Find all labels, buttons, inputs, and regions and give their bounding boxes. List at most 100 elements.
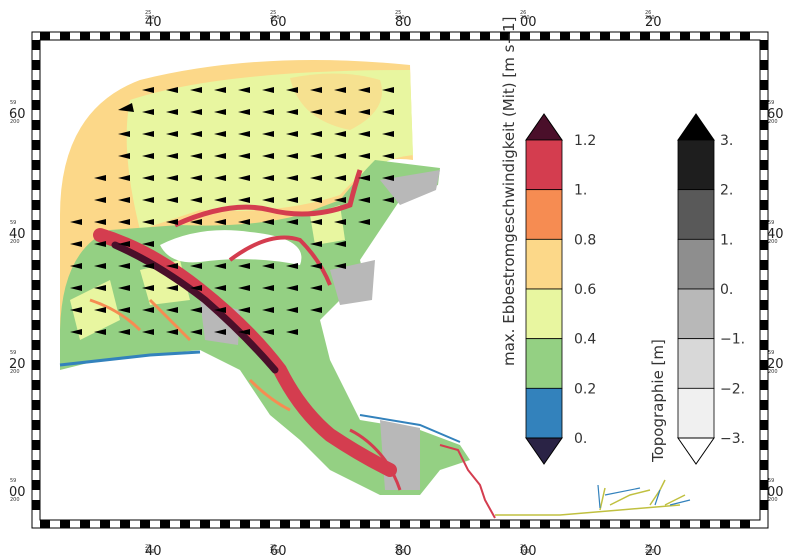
tick-prefix: 25 — [270, 544, 276, 550]
current-arrow — [262, 307, 274, 313]
current-arrow — [358, 175, 370, 181]
current-arrow — [94, 175, 106, 181]
frame-dash — [260, 520, 270, 528]
current-arrow — [262, 329, 274, 335]
current-arrow — [238, 197, 250, 203]
frame-dash — [600, 32, 610, 40]
tick-prefix: 59 — [10, 350, 16, 356]
frame-dash — [620, 32, 630, 40]
current-arrow — [214, 131, 226, 137]
frame-dash — [240, 520, 250, 528]
current-arrow — [238, 307, 250, 313]
current-arrow — [214, 219, 226, 225]
current-arrow — [94, 285, 106, 291]
frame-dash — [740, 32, 750, 40]
tick-sub: 200 — [395, 15, 405, 21]
current-arrow — [166, 131, 178, 137]
current-arrow — [286, 175, 298, 181]
current-arrow — [334, 219, 346, 225]
colorbar-tick-label: 1.2 — [574, 133, 596, 149]
frame-dash — [32, 80, 40, 90]
current-arrow — [142, 307, 154, 313]
frame-dash — [760, 220, 768, 230]
frame-dash — [260, 32, 270, 40]
frame-dash — [760, 60, 768, 70]
frame-dash — [340, 520, 350, 528]
current-arrow — [238, 153, 250, 159]
frame-dash — [140, 520, 150, 528]
current-arrow — [118, 153, 130, 159]
frame-dash — [320, 32, 330, 40]
current-arrow — [310, 131, 322, 137]
colorbar-tick-label: 0.4 — [574, 332, 596, 348]
colorbar-tick-label: 3. — [720, 133, 733, 149]
current-arrow — [214, 329, 226, 335]
current-arrow — [262, 87, 274, 93]
frame-dash — [560, 520, 570, 528]
current-arrow — [142, 219, 154, 225]
frame-dash — [440, 32, 450, 40]
tick-prefix: 59 — [10, 478, 16, 484]
current-arrow — [190, 153, 202, 159]
channel-branch-north — [173, 169, 363, 228]
current-arrow — [118, 131, 130, 137]
frame-dash — [32, 440, 40, 450]
speed-colorbar-title: max. Ebbestromgeschwindigkeit (Mit) [m s… — [500, 17, 518, 366]
topo-colorbar: Topographie [m] 3. 2. 1. 0. −1. −2. −3. — [649, 113, 745, 465]
tick-label: 80 — [395, 15, 412, 30]
sea-region-green2 — [290, 73, 382, 130]
current-arrow — [118, 329, 130, 335]
frame-dash — [60, 520, 70, 528]
frame-dash — [160, 32, 170, 40]
colorbar-tick-label: −1. — [720, 332, 745, 348]
tick-prefix: 59 — [10, 100, 16, 106]
frame-dash — [380, 32, 390, 40]
tick-label: 60 — [270, 15, 287, 30]
map-area — [59, 60, 691, 519]
channel-orange — [89, 298, 291, 412]
frame-dash — [40, 32, 50, 40]
current-arrow — [286, 307, 298, 313]
frame-dash — [200, 520, 210, 528]
frame-dash — [760, 140, 768, 150]
current-arrow — [118, 241, 130, 247]
current-arrow — [262, 109, 274, 115]
frame-dash — [480, 520, 490, 528]
blue-edge — [59, 350, 201, 367]
colorbar-segment — [525, 238, 563, 290]
current-arrow — [166, 307, 178, 313]
frame-dash — [180, 520, 190, 528]
current-arrow — [334, 87, 346, 93]
frame-dash — [280, 520, 290, 528]
frame-dash — [760, 260, 768, 270]
colorbar-over-triangle — [525, 113, 563, 141]
tick-sub: 200 — [520, 549, 530, 555]
current-arrow — [166, 197, 178, 203]
current-arrow — [262, 175, 274, 181]
frame-dash — [380, 520, 390, 528]
current-arrow — [142, 109, 154, 115]
frame-dash — [140, 32, 150, 40]
tick-label: 60 — [767, 107, 784, 122]
colorbar-under-triangle — [677, 437, 715, 465]
current-arrow — [94, 241, 106, 247]
current-arrow — [238, 175, 250, 181]
frame-dash — [32, 240, 40, 250]
current-arrow — [310, 285, 322, 291]
channel-branch-2 — [228, 235, 332, 286]
current-arrow — [142, 263, 154, 269]
frame-dash — [480, 32, 490, 40]
current-arrow — [142, 329, 154, 335]
frame-dash — [540, 32, 550, 40]
current-arrow — [214, 307, 226, 313]
frame-dash — [320, 520, 330, 528]
frame-dash — [760, 80, 768, 90]
current-arrow — [238, 87, 250, 93]
current-arrow — [310, 153, 322, 159]
current-arrow — [118, 197, 130, 203]
current-arrow — [358, 131, 370, 137]
frame-dash — [640, 520, 650, 528]
main-channel — [93, 228, 397, 477]
current-arrow — [310, 197, 322, 203]
current-arrow — [262, 263, 274, 269]
